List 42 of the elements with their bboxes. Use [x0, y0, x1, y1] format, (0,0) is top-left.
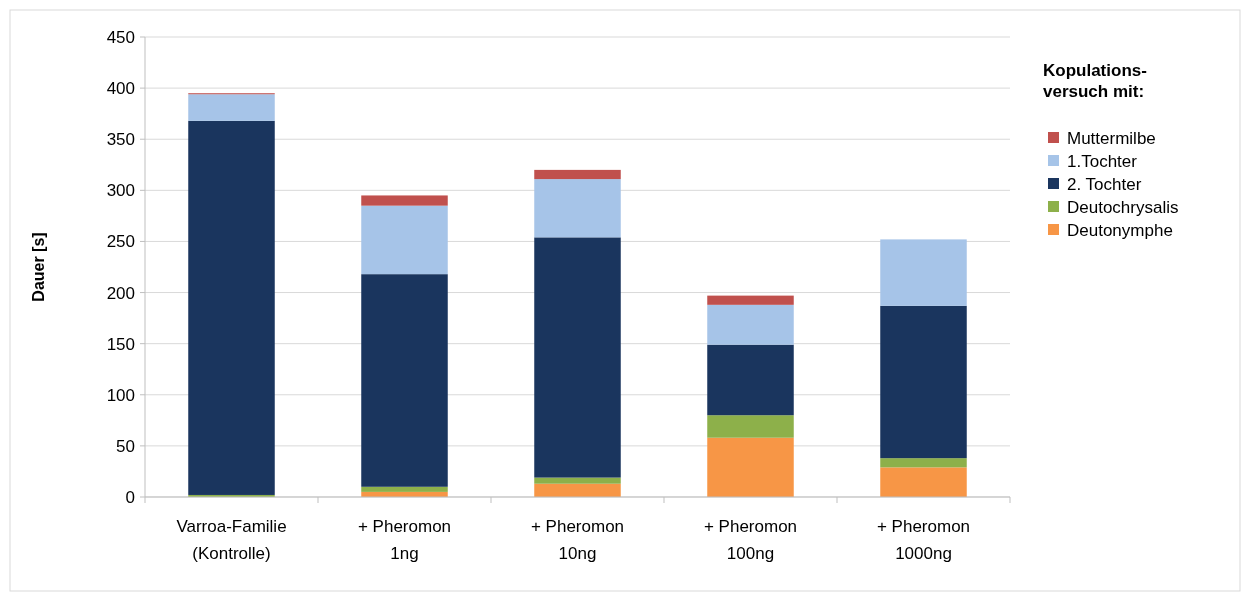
legend-label: Deutonymphe [1067, 220, 1173, 240]
x-tick-label: + Pheromon 100ng [703, 517, 798, 563]
bar [707, 304, 794, 345]
bar [361, 205, 448, 275]
bar [361, 274, 448, 487]
bar [707, 344, 794, 416]
legend-label: Deutochrysalis [1067, 197, 1179, 217]
y-tick-label: 150 [106, 334, 135, 354]
bar [534, 179, 621, 238]
x-tick-label: + Pheromon 10ng [530, 517, 625, 563]
bar [707, 295, 794, 305]
y-tick-label: 0 [125, 487, 135, 507]
bar [534, 169, 621, 180]
legend-label: 1.Tochter [1067, 151, 1138, 171]
y-tick-label: 300 [106, 181, 135, 201]
y-tick-label: 250 [106, 232, 135, 252]
bar [880, 305, 967, 459]
legend-label: 2. Tochter [1067, 174, 1142, 194]
legend-label: Muttermilbe [1067, 128, 1156, 148]
legend-title: Kopulations- versuch mit: [1043, 61, 1147, 101]
x-tick-label: + Pheromon 1ng [357, 517, 452, 563]
bar [188, 120, 275, 495]
bar [188, 94, 275, 121]
bar [707, 437, 794, 497]
bar [534, 477, 621, 484]
bar [361, 486, 448, 492]
y-tick-label: 200 [106, 283, 135, 303]
x-tick-label: + Pheromon 1000ng [876, 517, 971, 563]
bar [361, 195, 448, 206]
bar [880, 467, 967, 497]
y-tick-label: 50 [116, 436, 135, 456]
bar [534, 483, 621, 497]
y-tick-label: 450 [106, 27, 135, 47]
y-axis-title: Dauer [s] [30, 232, 47, 302]
bar [707, 415, 794, 438]
bar [534, 237, 621, 478]
y-tick-label: 400 [106, 79, 135, 99]
bar [880, 239, 967, 306]
y-tick-label: 350 [106, 130, 135, 150]
y-tick-label: 100 [106, 385, 135, 405]
x-tick-label: Varroa-Familie (Kontrolle) [176, 517, 287, 563]
bar [880, 458, 967, 468]
